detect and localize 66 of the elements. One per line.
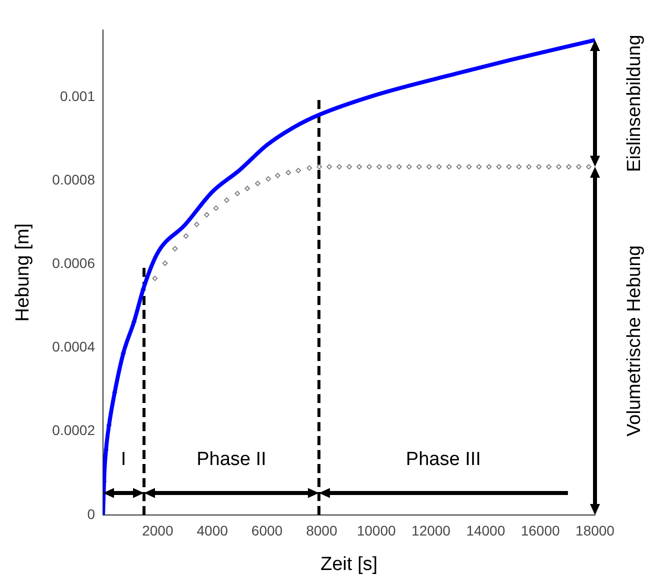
point bbox=[274, 172, 280, 178]
y-tick-label: 0.0008 bbox=[52, 171, 96, 188]
point bbox=[306, 165, 312, 171]
point bbox=[536, 164, 542, 170]
point bbox=[266, 176, 272, 182]
y-tick-label: 0.0004 bbox=[52, 338, 96, 355]
point bbox=[356, 164, 362, 170]
annotation: I bbox=[120, 449, 126, 470]
y-tick-label: 0 bbox=[87, 506, 96, 522]
x-tick-label: 6000 bbox=[251, 522, 283, 538]
point bbox=[244, 186, 250, 192]
point bbox=[162, 260, 168, 266]
x-axis-title: Zeit [s] bbox=[320, 554, 378, 575]
x-tick-label: 12000 bbox=[412, 522, 451, 538]
x-tick-label: 2000 bbox=[142, 522, 174, 538]
point bbox=[254, 180, 260, 186]
x-tick-label: 16000 bbox=[520, 522, 560, 538]
point bbox=[396, 164, 402, 170]
point bbox=[326, 164, 332, 170]
point bbox=[366, 164, 372, 170]
y-axis-title: Hebung [m] bbox=[12, 223, 34, 322]
point bbox=[496, 164, 502, 170]
point bbox=[426, 164, 432, 170]
point bbox=[566, 164, 572, 170]
point bbox=[586, 164, 592, 170]
point bbox=[296, 168, 302, 174]
point bbox=[526, 164, 532, 170]
x-tick-label: 8000 bbox=[306, 522, 338, 538]
x-tick-label: 10000 bbox=[356, 522, 396, 538]
point bbox=[486, 164, 492, 170]
text: Eislinsenbildung bbox=[624, 34, 646, 172]
point bbox=[336, 164, 342, 170]
text: Volumetrische Hebung bbox=[624, 245, 646, 436]
point bbox=[516, 164, 522, 170]
point bbox=[436, 164, 442, 170]
point bbox=[456, 164, 462, 170]
annotation: Phase III bbox=[406, 449, 481, 470]
y-tick-label: 0.0006 bbox=[52, 254, 96, 271]
point bbox=[194, 222, 200, 228]
point bbox=[416, 164, 422, 170]
point bbox=[376, 164, 382, 170]
point bbox=[446, 164, 452, 170]
point bbox=[406, 164, 412, 170]
x-tick-label: 18000 bbox=[576, 522, 615, 538]
point bbox=[546, 164, 552, 170]
point bbox=[316, 164, 322, 170]
x-tick-label: 14000 bbox=[466, 522, 506, 538]
point bbox=[183, 233, 189, 239]
point bbox=[506, 164, 512, 170]
point bbox=[556, 164, 562, 170]
point bbox=[172, 246, 178, 252]
point bbox=[152, 276, 158, 282]
point bbox=[576, 164, 582, 170]
point bbox=[346, 164, 352, 170]
point bbox=[234, 190, 240, 196]
point bbox=[213, 205, 219, 211]
point bbox=[476, 164, 482, 170]
y-tick-label: 0.0002 bbox=[52, 422, 96, 438]
annotation: Phase II bbox=[196, 449, 266, 470]
point bbox=[224, 197, 230, 203]
point bbox=[466, 164, 472, 170]
x-tick-label: 4000 bbox=[196, 522, 228, 538]
point bbox=[286, 170, 292, 176]
y-tick-label: 0.001 bbox=[60, 88, 96, 104]
point bbox=[386, 164, 392, 170]
point bbox=[204, 212, 210, 218]
